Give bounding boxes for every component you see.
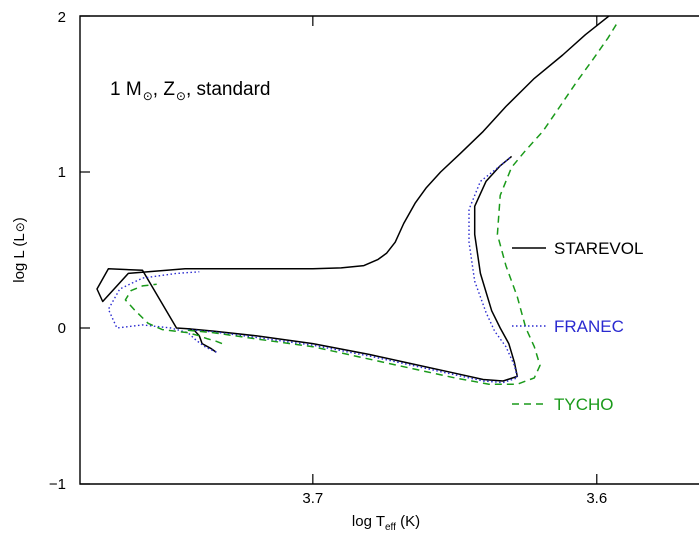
y-tick-labels: −1 0 1 2 (49, 9, 66, 493)
series-line-franec (187, 155, 518, 384)
series-line-starevol (187, 155, 519, 382)
series-line-franec (107, 271, 217, 353)
y-tick-label: 0 (58, 320, 66, 337)
y-tick-label: 1 (58, 164, 66, 181)
svg-text:log L (L⊙): log L (L⊙) (11, 217, 28, 283)
legend-label-tycho: TYCHO (554, 395, 614, 414)
x-tick-label: 3.6 (586, 490, 607, 507)
x-tick-labels: 3.7 3.6 (302, 490, 607, 507)
model-annotation: 1 M⊙, Z⊙, standard (110, 79, 270, 103)
y-tick-label: −1 (49, 476, 66, 493)
series-line-tycho (124, 283, 223, 345)
legend-label-franec: FRANEC (554, 317, 624, 336)
series-line-starevol (96, 16, 611, 353)
y-axis-title: log L (L⊙) (11, 217, 28, 283)
series-layer (96, 16, 618, 385)
x-tick-label: 3.7 (302, 490, 323, 507)
legend: STAREVOL FRANEC TYCHO (512, 239, 643, 414)
y-tick-label: 2 (58, 9, 66, 26)
plot-frame (79, 15, 699, 485)
series-line-tycho (187, 23, 618, 385)
x-axis-title: log Teff (K) (352, 513, 420, 533)
legend-label-starevol: STAREVOL (554, 239, 643, 258)
